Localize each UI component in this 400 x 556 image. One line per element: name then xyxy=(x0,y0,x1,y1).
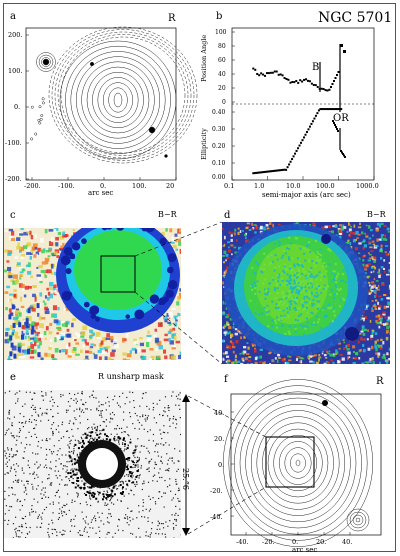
panel-f-x-tick-label: 0. xyxy=(292,538,299,546)
panel-c-band: B−R xyxy=(158,210,177,219)
figure-frame xyxy=(3,3,396,552)
panel-d-band: B−R xyxy=(367,210,386,219)
panel-b-marker-or: OR xyxy=(333,113,349,124)
panel-b-bottom-y-tick-label: 0.20 xyxy=(212,143,226,150)
panel-a-y-tick-label: -100. xyxy=(5,139,22,147)
panel-a-y-tick-label: 0. xyxy=(14,103,21,111)
panel-b-top-y-tick-label: 80 xyxy=(218,43,226,50)
panel-a-x-tick-label: -200. xyxy=(24,182,41,190)
panel-f-y-tick-label: -20. xyxy=(210,487,223,495)
panel-f-y-tick-label: -40. xyxy=(210,513,223,521)
panel-a-x-tick-label: 100. xyxy=(132,182,147,190)
panel-b-xlabel: semi-major axis (arc sec) xyxy=(262,191,351,199)
panel-b-bottom-y-tick-label: 0.30 xyxy=(212,126,226,133)
panel-a-y-tick-label: -200. xyxy=(5,175,22,183)
panel-b-bottom-y-tick-label: 0.40 xyxy=(212,109,226,116)
panel-a-x-tick-label: 0. xyxy=(100,182,107,190)
panel-b-top-ylabel: Position Angle xyxy=(200,34,208,82)
panel-b-bottom-y-tick-label: 0.00 xyxy=(212,174,226,181)
panel-a-x-tick-label: -100. xyxy=(58,182,75,190)
panel-a-y-tick-label: 200. xyxy=(8,31,23,39)
panel-f-y-tick-label: 20. xyxy=(214,435,225,443)
panel-b-x-tick-label: 1.0 xyxy=(254,182,265,190)
panel-c-letter: c xyxy=(10,210,16,221)
panel-e-image xyxy=(4,390,190,538)
panel-f-x-tick-label: 20. xyxy=(316,538,327,546)
panel-f-plot xyxy=(222,379,382,547)
panel-b-x-tick-label: 100.0 xyxy=(316,182,335,190)
panel-b-letter: b xyxy=(216,11,223,22)
panel-d-letter: d xyxy=(224,210,231,221)
panel-b-plot xyxy=(231,27,375,181)
panel-f-y-tick-label: 40. xyxy=(214,409,225,417)
panel-a-band: R xyxy=(168,13,176,24)
panel-b-x-tick-label: 1000.0 xyxy=(356,182,379,190)
panel-f-x-tick-label: -40. xyxy=(236,538,249,546)
panel-a-letter: a xyxy=(10,11,16,22)
panel-b-bottom-y-tick-label: 0.10 xyxy=(212,160,226,167)
panel-e-scale-label: 25.”6 xyxy=(181,468,190,490)
panel-d-image xyxy=(222,222,390,364)
panel-f-x-tick-label: -20. xyxy=(262,538,275,546)
panel-a-xlabel: arc sec xyxy=(88,189,114,197)
panel-b-top-y-tick-label: 60 xyxy=(218,57,226,64)
panel-b-top-y-tick-label: 40 xyxy=(218,71,226,78)
panel-b-marker-b: B xyxy=(312,62,320,73)
panel-f-x-tick-label: 40. xyxy=(342,538,353,546)
panel-a-plot xyxy=(25,26,198,181)
panel-e-letter: e xyxy=(10,372,16,383)
panel-b-title: NGC 5701 xyxy=(318,10,393,26)
panel-f-letter: f xyxy=(224,374,228,385)
panel-b-top-y-tick-label: 0 xyxy=(222,99,226,106)
panel-a-y-tick-label: 100. xyxy=(8,67,23,75)
panel-b-bottom-ylabel: Ellipticity xyxy=(200,128,208,160)
panel-f-xlabel: arc sec xyxy=(292,546,318,554)
panel-f-y-tick-label: 0. xyxy=(218,461,225,469)
panel-c-image xyxy=(4,228,181,360)
panel-b-top-y-tick-label: 100 xyxy=(215,29,227,36)
panel-b-top-y-tick-label: 20 xyxy=(218,85,226,92)
panel-f-band: R xyxy=(376,376,384,387)
panel-b-x-tick-label: 0.1 xyxy=(224,182,235,190)
panel-b-x-tick-label: 10.0 xyxy=(286,182,301,190)
panel-e-band: R unsharp mask xyxy=(98,372,164,381)
panel-a-x-tick-label: 20 xyxy=(166,182,175,190)
